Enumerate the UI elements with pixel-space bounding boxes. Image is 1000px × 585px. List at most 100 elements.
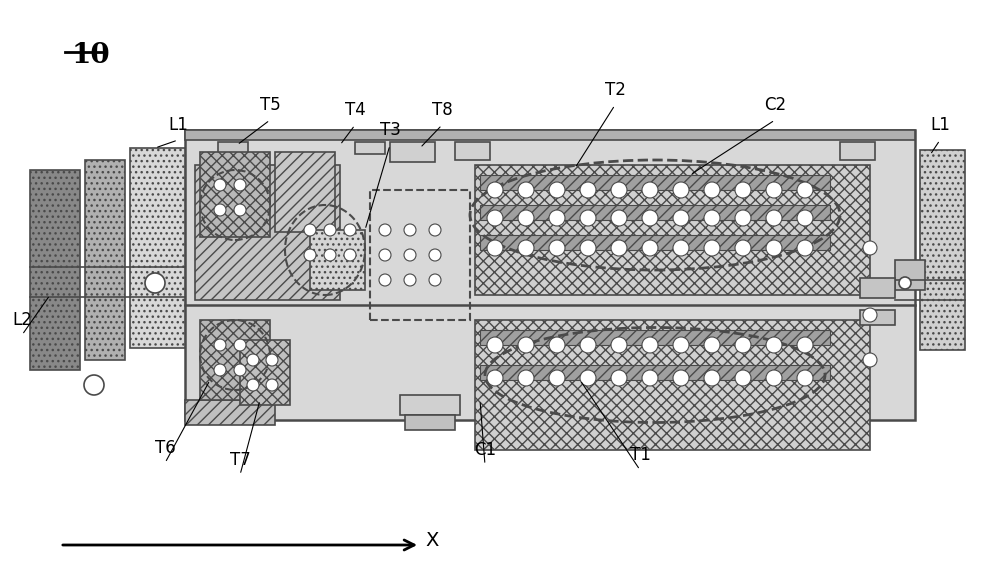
Circle shape <box>863 308 877 322</box>
Circle shape <box>704 210 720 226</box>
Circle shape <box>429 224 441 236</box>
Text: L1: L1 <box>930 116 950 134</box>
Bar <box>920 150 965 350</box>
Text: T3: T3 <box>380 121 400 139</box>
Text: X: X <box>425 531 438 549</box>
Circle shape <box>324 249 336 261</box>
Circle shape <box>84 375 104 395</box>
Bar <box>200 320 270 400</box>
Circle shape <box>766 210 782 226</box>
Bar <box>455 142 490 160</box>
Bar <box>185 130 915 420</box>
Circle shape <box>487 240 503 256</box>
Bar <box>218 142 248 154</box>
Text: T1: T1 <box>630 446 650 464</box>
Circle shape <box>214 339 226 351</box>
Circle shape <box>234 204 246 216</box>
Text: C2: C2 <box>764 96 786 114</box>
Circle shape <box>673 370 689 386</box>
Bar <box>130 148 185 348</box>
Circle shape <box>518 337 534 353</box>
Circle shape <box>580 240 596 256</box>
Circle shape <box>797 210 813 226</box>
Circle shape <box>735 240 751 256</box>
Bar <box>475 165 870 295</box>
Bar <box>275 152 335 232</box>
Circle shape <box>549 370 565 386</box>
Circle shape <box>580 370 596 386</box>
Bar <box>400 395 460 415</box>
Circle shape <box>344 224 356 236</box>
Circle shape <box>304 224 316 236</box>
Circle shape <box>518 370 534 386</box>
Bar <box>185 130 915 140</box>
Text: T4: T4 <box>345 101 365 119</box>
Circle shape <box>234 179 246 191</box>
Text: C1: C1 <box>474 441 496 459</box>
Circle shape <box>797 182 813 198</box>
Circle shape <box>487 182 503 198</box>
Circle shape <box>642 240 658 256</box>
Circle shape <box>899 277 911 289</box>
Circle shape <box>404 224 416 236</box>
Circle shape <box>642 210 658 226</box>
Bar <box>480 330 830 345</box>
Circle shape <box>549 210 565 226</box>
Circle shape <box>735 210 751 226</box>
Circle shape <box>518 240 534 256</box>
Circle shape <box>247 354 259 366</box>
Circle shape <box>145 273 165 293</box>
Circle shape <box>404 274 416 286</box>
Circle shape <box>324 224 336 236</box>
Bar <box>240 340 290 405</box>
Bar <box>185 400 275 425</box>
Circle shape <box>487 370 503 386</box>
Bar <box>860 310 895 325</box>
Bar <box>85 160 125 360</box>
Circle shape <box>344 249 356 261</box>
Bar <box>405 415 455 430</box>
Circle shape <box>580 337 596 353</box>
Circle shape <box>766 370 782 386</box>
Circle shape <box>797 240 813 256</box>
Bar <box>480 205 830 220</box>
Circle shape <box>518 210 534 226</box>
Text: L1: L1 <box>168 116 188 134</box>
Bar <box>475 320 870 450</box>
Text: T2: T2 <box>605 81 625 99</box>
Circle shape <box>735 182 751 198</box>
Circle shape <box>611 240 627 256</box>
Text: L2: L2 <box>12 311 32 329</box>
Bar <box>195 165 340 300</box>
Circle shape <box>673 337 689 353</box>
Circle shape <box>266 354 278 366</box>
Circle shape <box>611 370 627 386</box>
Circle shape <box>379 249 391 261</box>
Circle shape <box>735 337 751 353</box>
Bar <box>480 235 830 250</box>
Text: T5: T5 <box>260 96 280 114</box>
Circle shape <box>247 379 259 391</box>
Circle shape <box>642 337 658 353</box>
Bar <box>355 142 385 154</box>
Text: T6: T6 <box>155 439 175 457</box>
Circle shape <box>549 182 565 198</box>
Bar <box>860 278 895 298</box>
Circle shape <box>704 370 720 386</box>
Circle shape <box>234 339 246 351</box>
Circle shape <box>549 240 565 256</box>
Bar <box>30 170 80 370</box>
Circle shape <box>642 370 658 386</box>
Circle shape <box>797 370 813 386</box>
Circle shape <box>766 337 782 353</box>
Circle shape <box>549 337 565 353</box>
Circle shape <box>487 337 503 353</box>
Circle shape <box>404 249 416 261</box>
Text: T8: T8 <box>432 101 452 119</box>
Circle shape <box>429 249 441 261</box>
Bar <box>390 142 435 162</box>
Circle shape <box>304 249 316 261</box>
Circle shape <box>797 337 813 353</box>
Bar <box>840 142 875 160</box>
Circle shape <box>518 182 534 198</box>
